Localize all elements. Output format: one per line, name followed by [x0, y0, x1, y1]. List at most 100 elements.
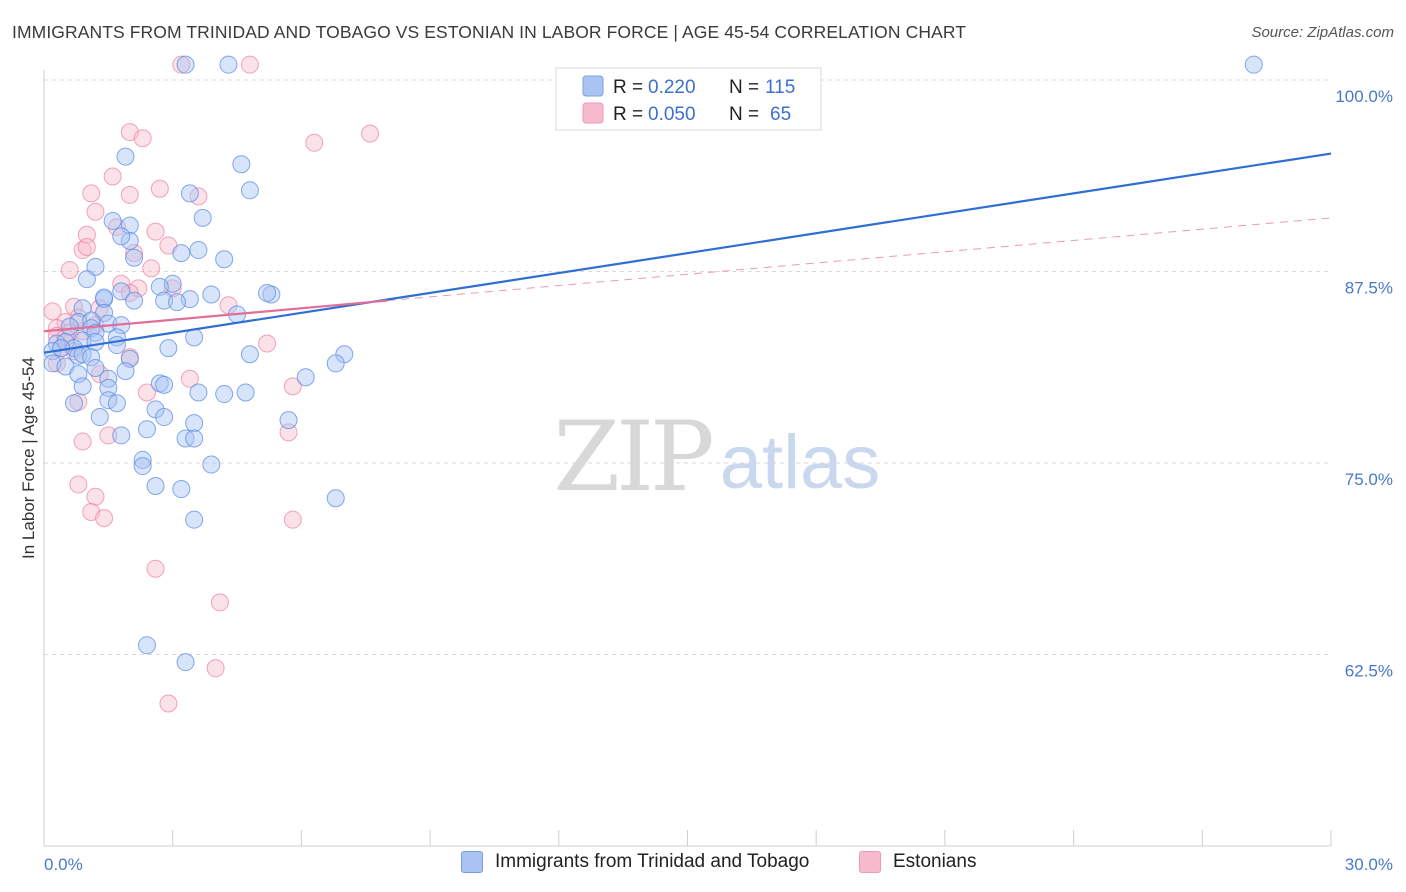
estonians-point [180, 369, 199, 388]
estonians-point [60, 260, 79, 279]
trinidad-point [176, 55, 195, 74]
legend-n-label-1: N = [729, 77, 759, 98]
trinidad-point [159, 339, 178, 358]
estonians-point [146, 222, 165, 241]
estonians-point [172, 55, 191, 74]
trend-lines [43, 152, 1332, 354]
trinidad-point [215, 250, 234, 269]
trinidad-point [279, 411, 298, 430]
trinidad-point [99, 314, 118, 333]
legend-n-value-2: 65 [770, 104, 791, 125]
series-trinidad [43, 55, 1263, 672]
trinidad-point [77, 270, 96, 289]
legend-n-value-1: 115 [765, 77, 795, 98]
estonians-point [283, 510, 302, 529]
trinidad-point [137, 420, 156, 439]
trinidad-point [107, 336, 126, 355]
trinidad-point [202, 455, 221, 474]
chart-title: IMMIGRANTS FROM TRINIDAD AND TOBAGO VS E… [12, 22, 967, 42]
trinidad-point [112, 426, 131, 445]
trinidad-point [172, 244, 191, 263]
trinidad-point [86, 359, 105, 378]
trinidad-point [137, 636, 156, 655]
y-tick-label-1: 75.0% [1345, 470, 1393, 489]
trinidad-point [1244, 55, 1263, 74]
trinidad-point [82, 348, 101, 367]
trinidad-point [103, 211, 122, 230]
estonians-point [103, 167, 122, 186]
estonians-point [86, 487, 105, 506]
trinidad-point [116, 147, 135, 166]
bottom-legend-swatch-2 [859, 851, 881, 873]
trinidad-point [202, 285, 221, 304]
axes [43, 70, 1332, 847]
trinidad-point [185, 429, 204, 448]
trinidad-point [116, 362, 135, 381]
trinidad-point [112, 227, 131, 246]
trinidad-point [146, 476, 165, 495]
estonians-point [150, 179, 169, 198]
x-tick-labels: 0.0% 30.0% [44, 855, 1393, 874]
trinidad-point [125, 248, 144, 267]
trinidad-point [296, 368, 315, 387]
legend: R = 0.220 N = 115 R = 0.050 N = 65 [555, 67, 822, 131]
estonians-point [159, 694, 178, 713]
trinidad-point [172, 480, 191, 499]
trinidad-point [236, 383, 255, 402]
trinidad-point [133, 450, 152, 469]
estonians-point [283, 377, 302, 396]
legend-r-value-1: 0.220 [648, 77, 696, 98]
estonians-point [206, 659, 225, 678]
estonians-trend-solid [43, 299, 388, 333]
trinidad-point [219, 55, 238, 74]
estonians-point [73, 432, 92, 451]
trinidad-point [150, 277, 169, 296]
legend-n-label-2: N = [729, 104, 759, 125]
estonians-point [142, 259, 161, 278]
trinidad-point [73, 299, 92, 318]
estonians-point [86, 202, 105, 221]
trinidad-point [185, 510, 204, 529]
legend-swatch-2 [582, 102, 604, 124]
trinidad-point [65, 394, 84, 413]
trinidad-point [60, 317, 79, 336]
bottom-legend-label-1: Immigrants from Trinidad and Tobago [495, 851, 810, 872]
trinidad-point [95, 288, 114, 307]
estonians-trend-dashed [387, 217, 1332, 302]
trinidad-point [326, 489, 345, 508]
trinidad-point [326, 354, 345, 373]
trinidad-point [133, 457, 152, 476]
estonians-point [77, 237, 96, 256]
trinidad-point [258, 283, 277, 302]
trinidad-point [120, 231, 139, 250]
x-tick-label-1: 30.0% [1345, 855, 1393, 874]
estonians-point [361, 124, 380, 143]
estonians-point [120, 185, 139, 204]
trinidad-point [112, 282, 131, 301]
trinidad-point [155, 375, 174, 394]
trinidad-point [155, 291, 174, 310]
watermark-atlas: atlas [720, 420, 881, 505]
trinidad-point [193, 208, 212, 227]
trinidad-point [189, 241, 208, 260]
estonians-point [99, 426, 118, 445]
trinidad-point [176, 653, 195, 672]
trinidad-point [99, 378, 118, 397]
trinidad-point [189, 383, 208, 402]
y-tick-labels: 62.5% 75.0% 87.5% 100.0% [1335, 87, 1393, 681]
legend-r-label-1: R = [613, 77, 643, 98]
y-tick-label-0: 62.5% [1345, 662, 1393, 681]
legend-swatch-1 [582, 75, 604, 97]
estonians-point [279, 423, 298, 442]
trinidad-point [86, 257, 105, 276]
trinidad-point [107, 394, 126, 413]
estonians-point [95, 509, 114, 528]
trinidad-point [167, 293, 186, 312]
estonians-point [133, 129, 152, 148]
estonians-point [258, 334, 277, 353]
trinidad-point [90, 408, 109, 427]
watermark-zip: ZIP [553, 401, 712, 513]
estonians-point [146, 559, 165, 578]
estonians-point [137, 383, 156, 402]
